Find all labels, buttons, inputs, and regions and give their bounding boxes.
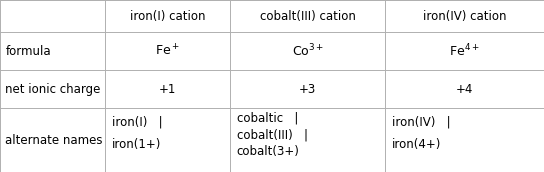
Text: Fe$^+$: Fe$^+$	[155, 44, 180, 59]
Text: iron(4+): iron(4+)	[392, 138, 441, 151]
Text: iron(I) cation: iron(I) cation	[130, 10, 205, 23]
Text: net ionic charge: net ionic charge	[5, 83, 101, 95]
Text: iron(1+): iron(1+)	[112, 138, 161, 151]
Text: +1: +1	[159, 83, 176, 95]
Text: alternate names: alternate names	[5, 133, 103, 147]
Text: iron(IV) cation: iron(IV) cation	[423, 10, 506, 23]
Text: cobaltic   |: cobaltic |	[237, 112, 298, 125]
Text: +3: +3	[299, 83, 316, 95]
Text: Fe$^{4+}$: Fe$^{4+}$	[449, 43, 480, 59]
Text: formula: formula	[5, 45, 51, 58]
Text: cobalt(III)   |: cobalt(III) |	[237, 128, 308, 141]
Text: Co$^{3+}$: Co$^{3+}$	[292, 43, 324, 59]
Text: cobalt(III) cation: cobalt(III) cation	[259, 10, 356, 23]
Text: iron(I)   |: iron(I) |	[112, 115, 162, 128]
Text: cobalt(3+): cobalt(3+)	[237, 145, 300, 158]
Text: iron(IV)   |: iron(IV) |	[392, 115, 450, 128]
Text: +4: +4	[456, 83, 473, 95]
